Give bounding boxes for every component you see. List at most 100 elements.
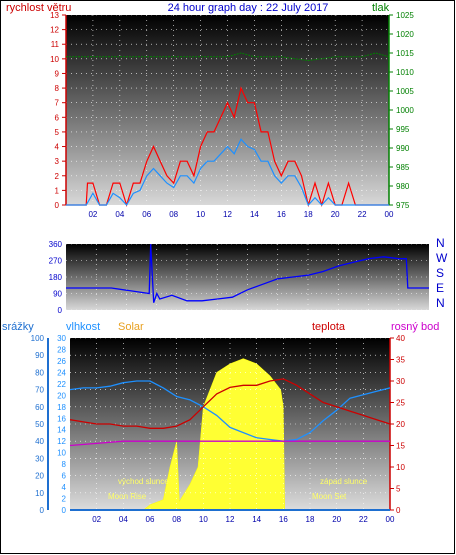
humidity-tick-label: 30	[57, 334, 66, 343]
temperature-tick-label: 35	[396, 356, 405, 365]
wind-tick-label: 12	[50, 26, 59, 35]
humidity-tick-label: 22	[57, 380, 66, 389]
climate-panel-series	[69, 378, 391, 511]
temperature-tick-label: 30	[396, 377, 405, 386]
climate-hour-tick-label: 06	[146, 515, 155, 524]
wind-panel-series	[66, 52, 390, 208]
wind-tick-label: 9	[55, 69, 60, 78]
temperature-tick-label: 25	[396, 399, 405, 408]
pressure-tick-label: 975	[396, 201, 410, 210]
solar-axis-title: Solar	[118, 321, 144, 333]
rain-tick-label: 50	[35, 420, 44, 429]
temperature-line	[69, 378, 391, 429]
pressure-tick-label: 1010	[396, 68, 414, 77]
dewpoint-axis-title: rosný bod	[391, 321, 439, 333]
climate-hour-tick-label: 14	[252, 515, 261, 524]
direction-tick-label: 270	[49, 257, 63, 266]
pressure-tick-label: 1005	[396, 87, 414, 96]
wind-speed-line	[66, 86, 389, 208]
climate-panel-axes: 0102030405060708090100024681012141618202…	[31, 334, 406, 524]
moonset-label: Moon Set	[312, 492, 347, 501]
wind-tick-label: 3	[55, 157, 60, 166]
pressure-tick-label: 1020	[396, 30, 414, 39]
compass-label: N	[436, 236, 445, 250]
climate-hour-tick-label: 18	[306, 515, 315, 524]
moonrise-label: Moon Rise	[108, 492, 147, 501]
pressure-tick-label: 985	[396, 163, 410, 172]
wind-tick-label: 1	[55, 186, 60, 195]
pressure-tick-label: 980	[396, 182, 410, 191]
hour-tick-label: 18	[304, 210, 313, 219]
humidity-tick-label: 6	[62, 472, 67, 481]
climate-hour-tick-label: 10	[199, 515, 208, 524]
humidity-line	[69, 380, 391, 442]
humidity-tick-label: 8	[62, 460, 67, 469]
temperature-tick-label: 40	[396, 334, 405, 343]
hour-tick-label: 22	[358, 210, 367, 219]
compass-label: N	[436, 296, 445, 310]
pressure-axis-title: tlak	[372, 2, 390, 14]
wind-tick-label: 6	[55, 113, 60, 122]
wind-gust-line	[66, 138, 389, 207]
hour-tick-label: 08	[169, 210, 178, 219]
pressure-tick-label: 1015	[396, 49, 414, 58]
humidity-tick-label: 0	[62, 506, 67, 515]
temperature-axis-title: teplota	[312, 321, 346, 333]
direction-tick-label: 90	[53, 290, 62, 299]
climate-hour-tick-label: 16	[279, 515, 288, 524]
temperature-tick-label: 0	[396, 506, 401, 515]
pressure-line	[66, 52, 390, 62]
wind-axis-title: rychlost větru	[6, 2, 71, 14]
rain-axis-title: srážky	[2, 321, 34, 333]
rain-tick-label: 90	[35, 351, 44, 360]
wind-panel-grid	[66, 14, 390, 205]
hour-tick-label: 00	[385, 210, 394, 219]
pressure-tick-label: 990	[396, 144, 410, 153]
humidity-tick-label: 20	[57, 391, 66, 400]
wind-direction-line	[66, 243, 429, 303]
temperature-tick-label: 20	[396, 420, 405, 429]
hour-tick-label: 16	[277, 210, 286, 219]
direction-tick-label: 180	[49, 273, 63, 282]
compass-label: W	[436, 251, 448, 265]
temperature-tick-label: 10	[396, 463, 405, 472]
humidity-tick-label: 28	[57, 345, 66, 354]
direction-tick-label: 0	[58, 306, 63, 315]
hour-tick-label: 04	[115, 210, 124, 219]
humidity-tick-label: 10	[57, 449, 66, 458]
wind-tick-label: 5	[55, 128, 60, 137]
climate-hour-tick-label: 08	[172, 515, 181, 524]
rain-tick-label: 60	[35, 403, 44, 412]
rain-tick-label: 0	[40, 506, 45, 515]
humidity-tick-label: 14	[57, 426, 66, 435]
direction-panel-series	[66, 243, 429, 303]
rain-tick-label: 20	[35, 472, 44, 481]
humidity-tick-label: 26	[57, 357, 66, 366]
direction-panel-grid	[66, 243, 429, 311]
humidity-tick-label: 2	[62, 495, 67, 504]
humidity-tick-label: 24	[57, 368, 66, 377]
wind-tick-label: 7	[55, 99, 60, 108]
wind-tick-label: 4	[55, 143, 60, 152]
wind-tick-label: 2	[55, 172, 60, 181]
hour-tick-label: 06	[142, 210, 151, 219]
humidity-tick-label: 4	[62, 483, 67, 492]
humidity-tick-label: 12	[57, 437, 66, 446]
climate-hour-tick-label: 02	[92, 515, 101, 524]
climate-hour-tick-label: 04	[119, 515, 128, 524]
humidity-axis-title: vlhkost	[66, 321, 100, 333]
sun-moon-annotations: východ slunce západ slunce Moon Rise Moo…	[108, 477, 368, 501]
wind-tick-label: 10	[50, 55, 59, 64]
temperature-tick-label: 5	[396, 485, 401, 494]
climate-hour-tick-label: 22	[359, 515, 368, 524]
pressure-tick-label: 1025	[396, 11, 414, 20]
wind-tick-label: 13	[50, 11, 59, 20]
compass-label: S	[436, 266, 444, 280]
direction-tick-label: 360	[49, 240, 63, 249]
rain-tick-label: 40	[35, 437, 44, 446]
sunrise-label: východ slunce	[118, 477, 169, 486]
wind-panel-axes: 0123456789101112139759809859909951000100…	[50, 11, 414, 219]
